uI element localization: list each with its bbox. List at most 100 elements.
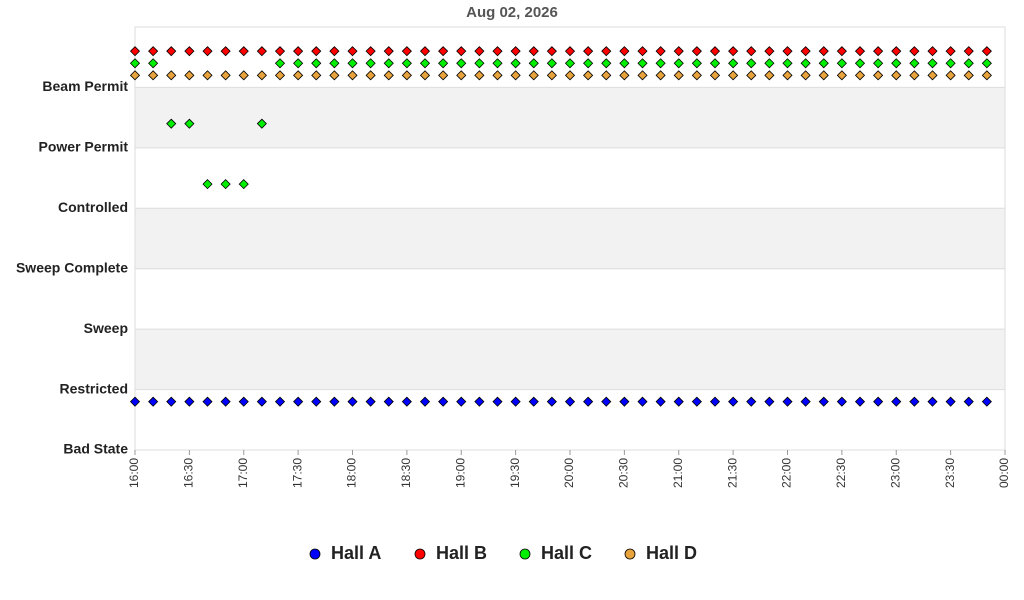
- marker: [836, 46, 847, 57]
- y-tick-label: Power Permit: [39, 139, 129, 155]
- marker: [220, 46, 231, 57]
- marker: [746, 70, 757, 81]
- marker: [583, 70, 594, 81]
- marker: [564, 70, 576, 81]
- marker: [274, 70, 286, 81]
- marker: [981, 58, 992, 69]
- legend-label: Hall A: [331, 543, 381, 563]
- band: [135, 329, 1005, 390]
- marker: [546, 70, 557, 81]
- marker: [347, 46, 358, 57]
- chart-title: Aug 02, 2026: [466, 4, 558, 21]
- marker: [129, 70, 141, 81]
- marker: [764, 396, 775, 407]
- marker: [383, 396, 394, 407]
- marker: [438, 46, 449, 57]
- marker: [419, 58, 431, 69]
- marker: [963, 70, 974, 81]
- marker: [474, 58, 485, 69]
- marker: [528, 70, 539, 81]
- marker: [256, 70, 267, 81]
- marker: [329, 70, 340, 81]
- marker: [981, 396, 992, 407]
- marker: [655, 396, 666, 407]
- marker: [873, 396, 884, 407]
- marker: [564, 58, 576, 69]
- marker: [981, 46, 992, 57]
- marker: [728, 396, 739, 407]
- marker: [800, 46, 811, 57]
- marker: [927, 46, 938, 57]
- marker: [583, 396, 594, 407]
- marker: [818, 58, 829, 69]
- marker: [673, 396, 684, 407]
- marker: [274, 46, 286, 57]
- marker: [709, 396, 721, 407]
- marker: [148, 396, 159, 407]
- marker: [909, 70, 920, 81]
- marker: [637, 396, 648, 407]
- marker: [764, 70, 775, 81]
- marker: [601, 396, 612, 407]
- marker: [601, 46, 612, 57]
- legend-label: Hall C: [541, 543, 592, 563]
- marker: [764, 58, 775, 69]
- marker: [129, 396, 141, 407]
- marker: [528, 58, 539, 69]
- marker: [311, 58, 322, 69]
- x-tick-label: 22:30: [834, 458, 848, 488]
- marker: [564, 46, 576, 57]
- marker: [401, 70, 412, 81]
- marker: [945, 70, 956, 81]
- x-tick-label: 17:00: [236, 458, 250, 488]
- marker: [238, 179, 249, 190]
- legend-marker: [519, 548, 531, 560]
- marker: [202, 396, 213, 407]
- marker: [329, 58, 340, 69]
- marker: [438, 396, 449, 407]
- marker: [619, 70, 630, 81]
- marker: [709, 70, 721, 81]
- marker: [365, 70, 376, 81]
- marker: [528, 396, 539, 407]
- marker: [293, 70, 304, 81]
- marker: [945, 46, 956, 57]
- marker: [474, 70, 485, 81]
- marker: [673, 70, 684, 81]
- band: [135, 147, 1005, 209]
- marker: [256, 46, 267, 57]
- marker: [311, 396, 322, 407]
- marker: [728, 58, 739, 69]
- marker: [746, 46, 757, 57]
- marker: [419, 46, 431, 57]
- marker: [383, 46, 394, 57]
- marker: [256, 118, 267, 129]
- y-tick-label: Restricted: [60, 380, 128, 396]
- marker: [256, 396, 267, 407]
- marker: [909, 396, 920, 407]
- x-tick-label: 20:30: [617, 458, 631, 488]
- x-tick-label: 22:00: [780, 458, 794, 488]
- marker: [456, 58, 467, 69]
- marker: [166, 70, 177, 81]
- marker: [637, 58, 648, 69]
- marker: [583, 58, 594, 69]
- marker: [546, 396, 557, 407]
- marker: [492, 46, 503, 57]
- marker: [220, 179, 231, 190]
- marker: [202, 70, 213, 81]
- marker: [166, 118, 177, 129]
- x-tick-label: 18:00: [345, 458, 359, 488]
- marker: [873, 46, 884, 57]
- marker: [293, 46, 304, 57]
- marker: [492, 70, 503, 81]
- marker: [891, 70, 902, 81]
- marker: [510, 70, 521, 81]
- marker: [456, 396, 467, 407]
- x-tick-label: 17:30: [290, 458, 304, 488]
- marker: [419, 396, 431, 407]
- marker: [873, 58, 884, 69]
- marker: [528, 46, 539, 57]
- legend-label: Hall D: [646, 543, 697, 563]
